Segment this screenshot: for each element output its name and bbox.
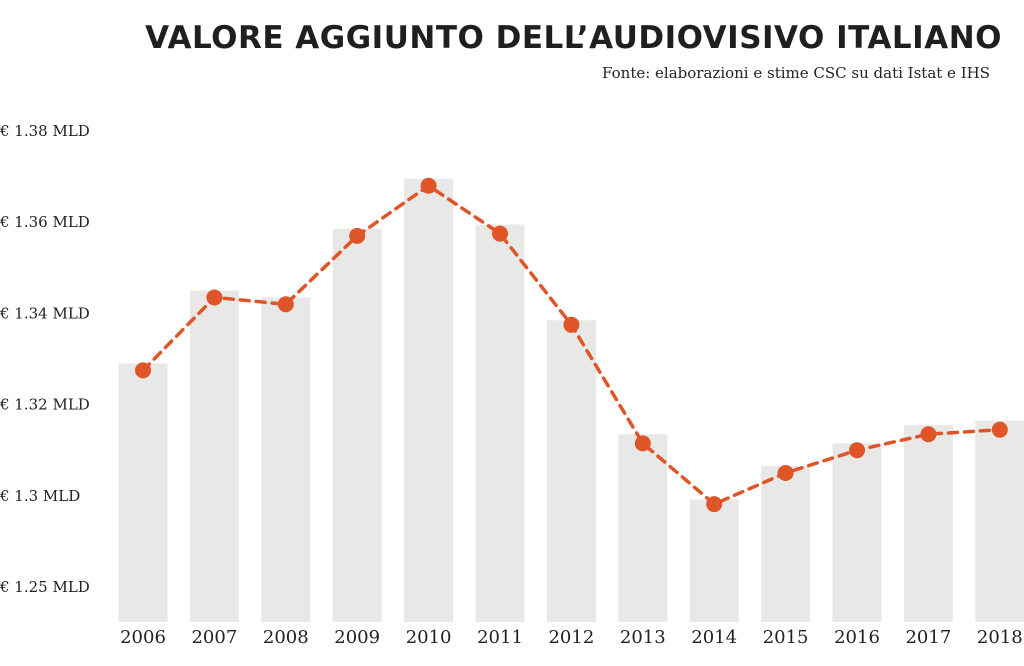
line-point-2013 [634,435,651,452]
line-point-2011 [492,225,508,242]
chart-title: VALORE AGGIUNTO DELL’AUDIOVISIVO ITALIAN… [145,20,1002,56]
x-tick-label: 2011 [477,627,523,648]
line-point-2012 [563,316,580,333]
x-tick-label: 2015 [763,627,809,648]
line-point-2016 [849,442,865,459]
y-tick-label: € 1.36 MLD [0,213,90,231]
bar-2006 [118,363,168,622]
bar-2007 [189,290,239,622]
y-tick-label: € 1.3 MLD [0,487,80,505]
x-tick-label: 2018 [977,627,1023,648]
line-point-2015 [777,465,794,481]
bar-2018 [975,420,1024,622]
bar-2016 [832,443,882,622]
bar-2017 [903,425,953,622]
y-tick-label: € 1.25 MLD [0,578,90,596]
y-tick-label: € 1.38 MLD [0,122,90,140]
x-tick-label: 2009 [334,627,380,648]
x-tick-label: 2014 [691,627,737,648]
y-axis: € 1.38 MLD € 1.36 MLD € 1.34 MLD € 1.32 MLD… [0,122,90,596]
x-tick-label: 2007 [191,627,237,648]
x-tick-label: 2017 [905,627,951,648]
bar-2013 [618,434,668,622]
line-point-2006 [135,362,151,379]
line-point-2008 [277,296,294,313]
bar-2009 [332,229,382,623]
y-tick-label: € 1.32 MLD [0,396,90,414]
line-layer [135,177,1008,513]
x-tick-label: 2013 [620,627,666,648]
x-tick-label: 2016 [834,627,880,648]
bar-2010 [404,178,454,622]
bar-2012 [546,320,596,622]
x-tick-label: 2008 [263,627,309,648]
x-axis: 2006 2007 2008 2009 2010 2011 2012 2013 2014 2015… [120,627,1023,648]
line-point-2009 [349,227,366,244]
x-tick-label: 2010 [406,627,452,648]
chart-subtitle: Fonte: elaborazioni e stime CSC su dati … [602,64,990,82]
line-point-2017 [920,426,937,443]
line-point-2010 [420,177,437,194]
x-tick-label: 2012 [548,627,594,648]
bar-2008 [261,297,311,622]
x-tick-label: 2006 [120,627,166,648]
line-point-2014 [706,496,723,513]
bar-2014 [689,499,739,622]
line-point-2018 [991,421,1008,438]
line-point-2007 [206,289,223,306]
bar-2011 [475,224,525,623]
bar-2015 [761,466,811,622]
bars-layer [118,178,1024,623]
y-tick-label: € 1.34 MLD [0,304,90,322]
